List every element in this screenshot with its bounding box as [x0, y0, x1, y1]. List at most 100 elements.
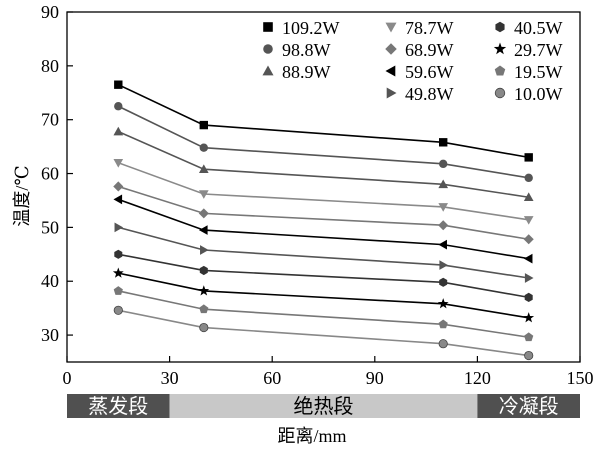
legend-entry: 68.9W [385, 40, 454, 60]
data-point-68.9W [198, 208, 209, 219]
data-point-40.5W [524, 292, 533, 303]
data-point-40.5W [199, 265, 208, 276]
data-point-59.6W [198, 225, 208, 235]
data-point-10.0W [113, 305, 123, 315]
data-point-78.7W [523, 216, 534, 225]
legend-entry: 40.5W [495, 18, 563, 38]
x-tick-label: 150 [567, 368, 594, 388]
data-point-29.7W [112, 267, 124, 278]
legend-entry: 98.8W [263, 40, 331, 60]
series-line-68.9W [118, 185, 529, 241]
data-point-78.7W [438, 203, 449, 212]
data-point-88.9W [198, 164, 209, 174]
legend-marker-19.5W [494, 65, 506, 76]
series-line-40.5W [118, 253, 529, 299]
legend-marker-59.6W [385, 65, 396, 77]
legend-marker-88.9W [262, 65, 274, 76]
data-point-10.0W [438, 339, 448, 349]
legend-label: 109.2W [282, 18, 340, 38]
data-point-78.7W [113, 158, 124, 168]
legend-label: 68.9W [405, 40, 454, 60]
data-point-40.5W [114, 249, 123, 259]
data-point-59.6W [523, 253, 533, 264]
y-tick-label: 30 [41, 325, 59, 345]
x-tick-label: 0 [63, 368, 72, 388]
data-point-10.0W [524, 350, 534, 361]
plot-area-frame [66, 11, 581, 363]
legend-label: 59.6W [405, 62, 454, 82]
data-point-49.8W [200, 245, 209, 255]
legend-label: 19.5W [514, 62, 563, 82]
legend-entry: 88.9W [262, 62, 331, 82]
data-point-19.5W [199, 304, 209, 314]
data-point-29.7W [523, 312, 535, 323]
data-point-49.8W [439, 260, 449, 270]
legend-marker-49.8W [386, 87, 397, 99]
legend-marker-109.2W [263, 22, 273, 32]
section-band-label: 蒸发段 [88, 395, 148, 418]
x-tick-label: 60 [263, 368, 281, 388]
section-band-label: 冷凝段 [499, 395, 559, 418]
data-point-98.8W [199, 143, 208, 152]
y-axis-title: 温度/℃ [12, 165, 32, 226]
legend-entry: 49.8W [386, 84, 454, 104]
section-band-label: 绝热段 [294, 395, 354, 418]
legend-label: 40.5W [514, 18, 563, 38]
series-line-109.2W [117, 83, 529, 159]
data-point-98.8W [524, 173, 533, 183]
y-tick-label: 50 [41, 217, 59, 237]
legend-marker-68.9W [385, 43, 397, 55]
legend-entry: 10.0W [494, 84, 563, 104]
data-point-19.5W [438, 319, 448, 329]
legend-entry: 19.5W [494, 62, 563, 82]
data-point-68.9W [113, 181, 124, 192]
series-line-78.7W [118, 162, 529, 221]
data-point-88.9W [113, 126, 124, 136]
legend-marker-29.7W [493, 42, 507, 55]
data-point-98.8W [114, 102, 123, 111]
data-point-40.5W [439, 277, 448, 287]
data-point-88.9W [523, 192, 534, 202]
data-point-109.2W [114, 80, 123, 89]
data-point-59.6W [438, 239, 447, 250]
legend-label: 88.9W [282, 62, 331, 82]
x-tick-label: 30 [161, 368, 179, 388]
legend-label: 78.7W [405, 18, 454, 38]
legend-label: 98.8W [282, 40, 331, 60]
legend-entry: 109.2W [263, 18, 340, 38]
data-point-98.8W [439, 159, 448, 169]
data-point-19.5W [113, 286, 123, 295]
legend-label: 29.7W [514, 40, 563, 60]
data-point-109.2W [524, 153, 533, 162]
legend-entry: 29.7W [493, 40, 563, 60]
series-line-29.7W [118, 272, 529, 319]
series-line-49.8W [118, 226, 529, 279]
y-tick-label: 70 [41, 110, 59, 130]
x-tick-label: 120 [464, 368, 491, 388]
data-point-49.8W [524, 273, 534, 283]
series-line-59.6W [118, 198, 529, 260]
series-line-19.5W [118, 290, 529, 339]
y-tick-label: 80 [41, 56, 59, 76]
y-tick-label: 60 [41, 164, 59, 184]
data-point-19.5W [524, 332, 534, 342]
data-point-49.8W [114, 222, 124, 233]
data-point-88.9W [438, 179, 449, 189]
section-band [67, 394, 170, 418]
section-band [477, 394, 580, 418]
data-point-29.7W [198, 285, 210, 296]
data-point-68.9W [438, 220, 449, 231]
data-point-68.9W [523, 234, 534, 245]
series-line-98.8W [117, 105, 529, 179]
legend-entry: 59.6W [385, 62, 454, 82]
series-line-10.0W [118, 309, 529, 357]
data-point-78.7W [198, 190, 209, 199]
y-tick-label: 90 [41, 2, 59, 22]
y-tick-label: 40 [41, 271, 59, 291]
legend-marker-40.5W [495, 21, 505, 33]
section-band [169, 394, 478, 418]
data-point-29.7W [437, 298, 449, 309]
series-line-88.9W [117, 130, 529, 199]
legend-label: 49.8W [405, 84, 454, 104]
